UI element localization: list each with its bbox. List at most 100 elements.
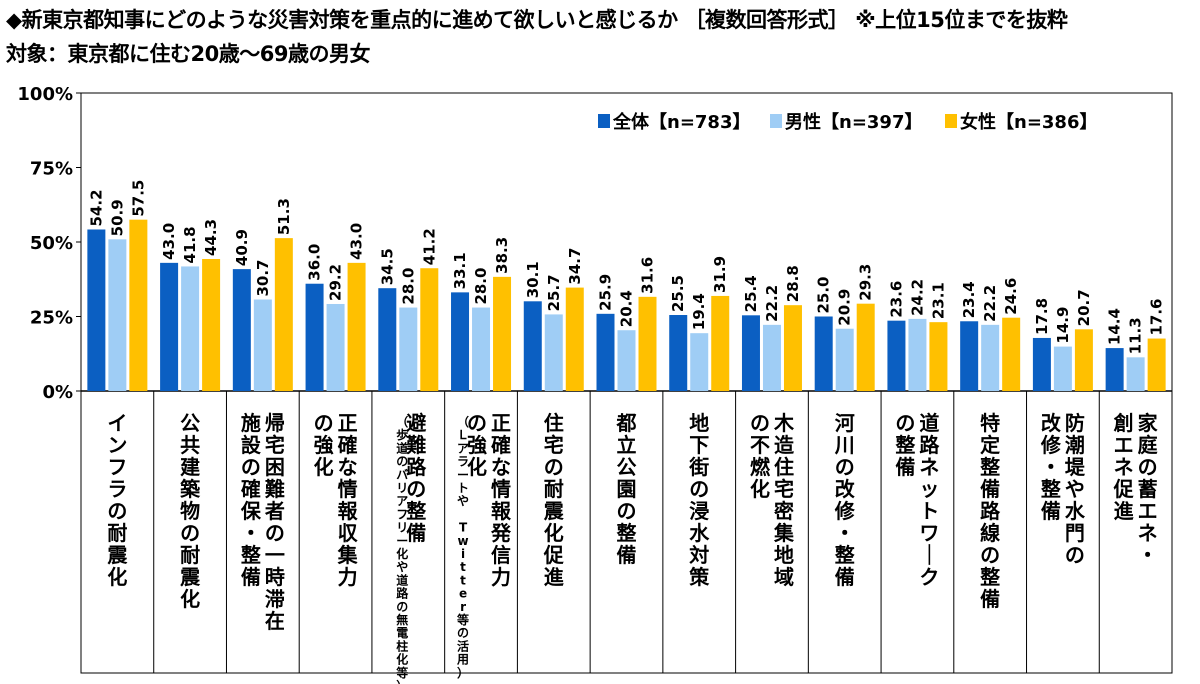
category-label: 住宅の耐震化促進 xyxy=(543,411,565,589)
bar xyxy=(638,296,657,391)
data-label: 38.3 xyxy=(493,237,511,274)
y-tick-label: 25% xyxy=(30,308,73,329)
bar xyxy=(690,333,709,391)
legend-swatch xyxy=(770,114,782,128)
category-note: （歩道のバリアフリー化や道路の無電柱化等） xyxy=(395,414,409,684)
bar xyxy=(181,266,200,391)
legend-swatch xyxy=(945,114,957,128)
bar xyxy=(451,292,470,391)
bar xyxy=(274,238,293,391)
data-label: 11.3 xyxy=(1127,317,1145,354)
data-label: 28.0 xyxy=(472,268,490,305)
bar xyxy=(108,239,127,391)
bar xyxy=(253,299,272,391)
bar xyxy=(472,307,491,391)
data-label: 54.2 xyxy=(87,189,105,226)
data-label: 33.1 xyxy=(451,252,469,289)
bar xyxy=(887,320,906,391)
data-label: 19.4 xyxy=(690,293,708,330)
data-label: 25.4 xyxy=(742,275,760,312)
category-label: 都立公園の整備 xyxy=(616,411,637,567)
plot-frame xyxy=(80,92,1173,674)
bar xyxy=(711,295,730,391)
bar xyxy=(1147,338,1166,391)
data-label: 34.5 xyxy=(378,248,396,285)
category-label: の整備 xyxy=(894,411,915,479)
data-label: 31.6 xyxy=(639,257,657,294)
y-tick-label: 75% xyxy=(30,159,73,180)
data-label: 51.3 xyxy=(275,198,293,235)
data-label: 14.9 xyxy=(1054,307,1072,344)
data-label: 17.8 xyxy=(1033,298,1051,335)
data-label: 25.7 xyxy=(545,274,563,311)
bar xyxy=(981,324,1000,391)
bar xyxy=(129,219,148,391)
category-label: の強化 xyxy=(467,411,487,479)
data-label: 29.3 xyxy=(857,264,875,301)
bar xyxy=(326,303,345,391)
bar xyxy=(1032,337,1051,391)
y-tick-label: 0% xyxy=(42,382,73,403)
data-label: 50.9 xyxy=(108,199,126,236)
chart-subtitle: 対象：東京都に住む20歳～69歳の男女 xyxy=(6,42,370,66)
bar xyxy=(305,283,324,391)
bar xyxy=(160,262,179,391)
bar xyxy=(1074,329,1093,391)
bar xyxy=(783,305,802,391)
category-label: 特定整備路線の整備 xyxy=(979,411,1001,611)
category-label: 創エネ促進 xyxy=(1113,411,1135,523)
data-label: 28.0 xyxy=(399,268,417,305)
data-label: 30.7 xyxy=(254,259,272,296)
category-label: 防潮堤や水門の xyxy=(1065,411,1086,567)
bar xyxy=(523,301,542,391)
data-label: 14.4 xyxy=(1106,308,1124,345)
bar xyxy=(232,269,251,391)
data-label: 36.0 xyxy=(306,244,324,281)
data-label: 44.3 xyxy=(202,219,220,256)
bar xyxy=(399,307,418,391)
y-tick-label: 50% xyxy=(30,233,73,254)
category-label: 家庭の蓄エネ・ xyxy=(1138,411,1159,567)
data-label: 22.2 xyxy=(981,285,999,322)
data-label: 23.6 xyxy=(887,281,905,318)
bar xyxy=(960,321,979,391)
data-label: 40.9 xyxy=(233,229,251,266)
data-label: 17.6 xyxy=(1148,299,1166,336)
category-label: 正確な情報収集力 xyxy=(337,411,359,589)
category-label: 正確な情報発信力 xyxy=(490,411,512,589)
data-label: 30.1 xyxy=(524,261,542,298)
y-tick-label: 100% xyxy=(17,84,73,105)
legend-label: 全体【n=783】 xyxy=(612,111,750,133)
data-label: 25.9 xyxy=(597,274,615,311)
bar xyxy=(493,276,512,391)
bar xyxy=(908,318,927,391)
data-label: 24.6 xyxy=(1002,278,1020,315)
bar xyxy=(1053,346,1072,391)
data-label: 28.8 xyxy=(784,265,802,302)
bar xyxy=(565,287,584,391)
bar xyxy=(762,324,781,391)
bar xyxy=(378,288,397,391)
data-label: 41.2 xyxy=(420,228,438,265)
category-label: 道路ネットワ｜ク xyxy=(919,411,940,589)
data-label: 31.9 xyxy=(711,256,729,293)
legend-swatch xyxy=(598,114,610,128)
data-label: 43.0 xyxy=(348,223,366,260)
data-label: 22.2 xyxy=(763,285,781,322)
category-label: 帰宅困難者の一時滞在 xyxy=(264,411,285,633)
data-label: 57.5 xyxy=(129,180,147,217)
data-label: 34.7 xyxy=(566,248,584,285)
bar xyxy=(669,315,688,391)
data-label: 20.9 xyxy=(836,289,854,326)
bar xyxy=(202,258,221,391)
data-label: 20.4 xyxy=(618,290,636,327)
category-label: 避難路の整備 xyxy=(405,411,427,545)
bar xyxy=(814,316,833,391)
bar xyxy=(929,322,948,391)
bar xyxy=(617,330,636,391)
data-label: 25.5 xyxy=(669,275,687,312)
data-label: 23.4 xyxy=(960,281,978,318)
category-label: 公共建築物の耐震化 xyxy=(179,411,201,611)
